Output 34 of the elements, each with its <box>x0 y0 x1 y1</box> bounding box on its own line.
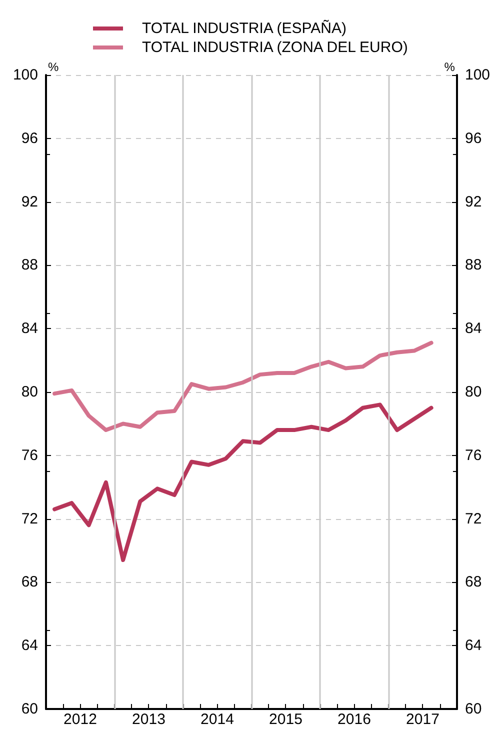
y-tick-label: 68 <box>21 574 38 591</box>
line-series <box>52 402 434 562</box>
y2-tick-label: 68 <box>464 574 482 591</box>
y2-tick-label: 88 <box>464 256 482 274</box>
y2-tick-label: 92 <box>464 193 482 210</box>
y-tick-label: 80 <box>21 384 38 400</box>
y2-tick-label: 100 <box>464 66 490 84</box>
legend-label: TOTAL INDUSTRIA (ZONA DEL EURO) <box>142 39 408 56</box>
y2-tick-label: 72 <box>464 510 482 528</box>
x-tick-label: 2015 <box>269 711 302 728</box>
x-tick-label: 2012 <box>64 711 97 728</box>
y-tick-label: 100 <box>12 66 38 84</box>
y-axis-title: % <box>48 60 59 74</box>
x-tick-label: 2016 <box>338 711 371 728</box>
y-tick-label: 76 <box>21 446 38 464</box>
y2-tick-label: 64 <box>464 637 482 654</box>
legend-label: TOTAL INDUSTRIA (ESPAÑA) <box>142 19 346 37</box>
y2-tick-label: 96 <box>464 130 482 147</box>
y-tick-label: 60 <box>21 700 38 718</box>
x-tick-label: 2013 <box>132 711 166 728</box>
y-tick-label: 92 <box>21 193 38 210</box>
line-series <box>52 340 434 432</box>
y-tick-label: 72 <box>21 510 38 528</box>
y-tick-label: 64 <box>21 637 38 654</box>
x-tick-label: 2014 <box>200 711 234 728</box>
y-tick-label: 96 <box>21 130 38 147</box>
y-tick-label: 84 <box>21 320 38 338</box>
y-tick-label: 88 <box>21 256 38 274</box>
y2-tick-label: 80 <box>464 384 482 400</box>
y2-axis-title: % <box>444 60 456 74</box>
x-tick-label: 2017 <box>406 711 440 728</box>
y2-tick-label: 76 <box>464 446 482 464</box>
y2-tick-label: 84 <box>464 320 482 338</box>
y2-tick-label: 60 <box>464 700 482 718</box>
